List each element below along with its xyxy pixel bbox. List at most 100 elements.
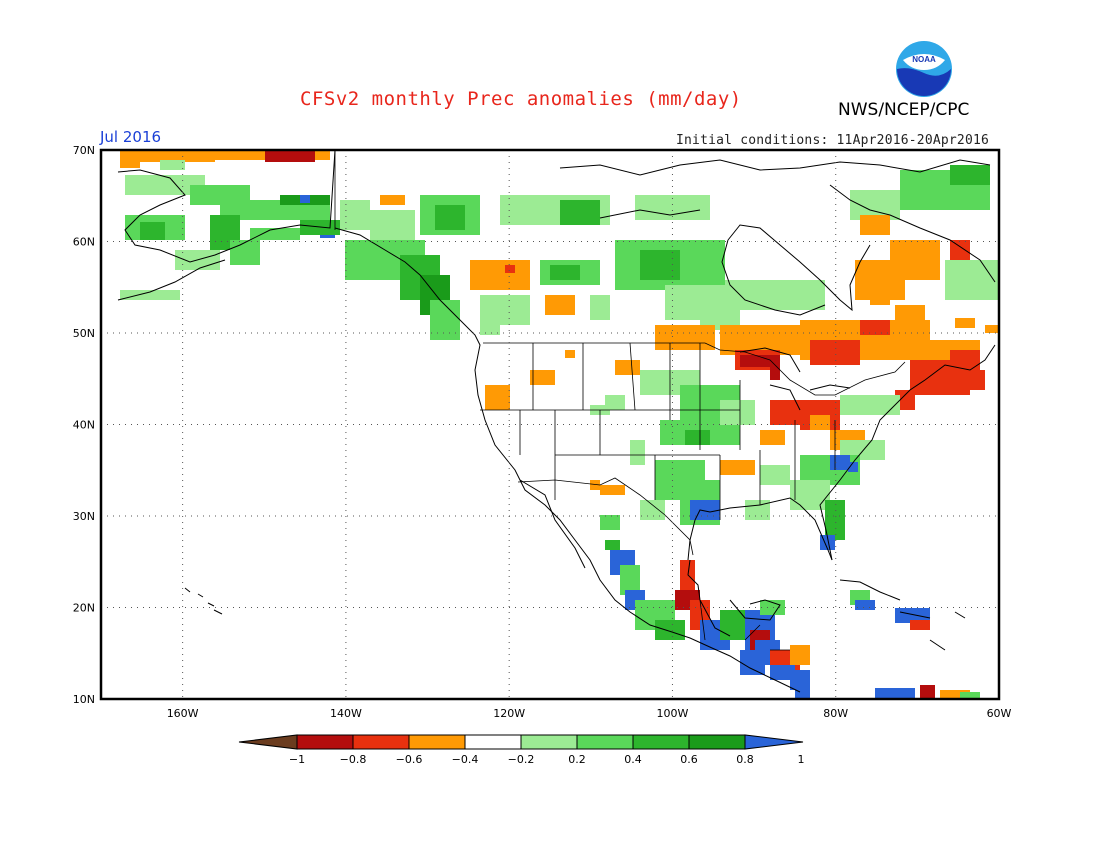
anomaly-cell: [760, 465, 790, 485]
anomaly-cell: [125, 175, 205, 195]
colorbar-arrow-high: [744, 734, 804, 750]
lat-tick-label: 40N: [73, 419, 95, 432]
anomaly-cell: [655, 325, 715, 350]
anomaly-cell: [480, 295, 530, 325]
anomaly-cell: [745, 500, 770, 520]
anomaly-cell: [655, 620, 685, 640]
anomaly-cell: [600, 515, 620, 530]
anomaly-cell: [985, 325, 1000, 333]
anomaly-cell: [160, 160, 185, 170]
anomaly-cell: [140, 222, 165, 240]
anomaly-cell: [910, 620, 930, 630]
colorbar-label: 0.2: [568, 753, 586, 766]
anomaly-cell: [840, 395, 900, 415]
anomaly-cell: [590, 295, 610, 320]
anomaly-cell: [790, 670, 810, 690]
lat-tick-label: 60N: [73, 236, 95, 249]
anomaly-cell: [950, 350, 980, 370]
anomaly-cell: [955, 318, 975, 328]
anomaly-cell: [300, 195, 310, 203]
lat-tick-label: 10N: [73, 693, 95, 706]
colorbar-swatch: [352, 734, 410, 750]
anomaly-cell: [820, 535, 835, 550]
anomaly-cell: [340, 200, 370, 230]
anomaly-cell: [685, 430, 710, 445]
anomaly-cell: [810, 415, 830, 430]
anomaly-cell: [640, 500, 665, 520]
map-frame: [99, 148, 1001, 701]
colorbar-label: −0.4: [452, 753, 479, 766]
political-borders: [334, 150, 906, 651]
colorbar-label: 0.8: [736, 753, 754, 766]
anomaly-cell: [265, 150, 315, 162]
anomaly-cell: [855, 600, 875, 610]
anomaly-cell: [790, 645, 810, 665]
colorbar-label: −1: [289, 753, 305, 766]
anomaly-cell: [620, 565, 640, 595]
anomaly-cell: [615, 360, 640, 375]
anomaly-cell: [720, 400, 755, 425]
lon-tick-label: 80W: [823, 707, 848, 720]
anomaly-cell: [740, 650, 765, 675]
anomaly-cell: [215, 150, 265, 160]
anomaly-cells: [120, 150, 1000, 699]
anomaly-cell: [795, 688, 810, 698]
anomaly-cell: [940, 690, 970, 699]
anomaly-cell: [760, 430, 785, 445]
lon-tick-label: 120W: [493, 707, 525, 720]
anomaly-cell: [230, 240, 260, 265]
lat-tick-label: 50N: [73, 327, 95, 340]
anomaly-cell: [770, 365, 780, 380]
colorbar-label: −0.2: [508, 753, 535, 766]
colorbar-swatch: [296, 734, 354, 750]
anomaly-cell: [960, 692, 980, 699]
lat-tick-label: 70N: [73, 144, 95, 157]
anomaly-cell: [600, 485, 625, 495]
anomaly-cell: [870, 285, 890, 305]
anomaly-cell: [120, 150, 215, 162]
axis-labels: 10N 20N 30N 40N 50N 60N 70N 160W 140W 120W 100W 80W…: [73, 144, 1012, 720]
anomaly-cell: [605, 540, 620, 550]
lon-tick-label: 60W: [987, 707, 1012, 720]
colorbar-swatch: [464, 734, 522, 750]
anomaly-cell: [640, 250, 680, 280]
anomaly-cell: [370, 210, 415, 240]
anomaly-cell: [485, 385, 510, 410]
colorbar-swatch: [576, 734, 634, 750]
agency-label: NWS/NCEP/CPC: [838, 100, 970, 120]
coastlines: [117, 149, 996, 693]
anomaly-cell: [545, 295, 575, 315]
anomaly-cell: [435, 205, 465, 230]
anomaly-cell: [895, 608, 930, 623]
colorbar-label: −0.8: [340, 753, 367, 766]
anomaly-cell: [950, 240, 970, 260]
lon-tick-label: 160W: [167, 707, 199, 720]
anomaly-cell: [790, 480, 830, 510]
anomaly-cell: [630, 440, 645, 465]
lon-tick-label: 100W: [657, 707, 689, 720]
colorbar-swatch: [688, 734, 746, 750]
anomaly-cell: [810, 340, 860, 365]
anomaly-cell: [380, 195, 405, 205]
anomaly-cell: [635, 195, 710, 220]
anomaly-cell: [725, 280, 825, 310]
colorbar-label: 0.4: [624, 753, 642, 766]
anomaly-cell: [530, 370, 555, 385]
anomaly-cell: [505, 265, 515, 273]
colorbar-swatch: [632, 734, 690, 750]
colorbar-label: −0.6: [396, 753, 423, 766]
anomaly-cell: [875, 688, 915, 699]
anomaly-cell: [945, 260, 1000, 300]
anomaly-cell: [825, 500, 845, 540]
anomaly-cell: [960, 370, 985, 390]
colorbar-arrow-low: [238, 734, 298, 750]
anomaly-cell: [120, 290, 180, 300]
lon-tick-label: 140W: [330, 707, 362, 720]
anomaly-cell: [720, 460, 755, 475]
anomaly-cell: [560, 200, 600, 225]
colorbar-label: 1: [798, 753, 805, 766]
anomaly-cell: [250, 228, 300, 240]
anomaly-cell: [760, 600, 785, 615]
